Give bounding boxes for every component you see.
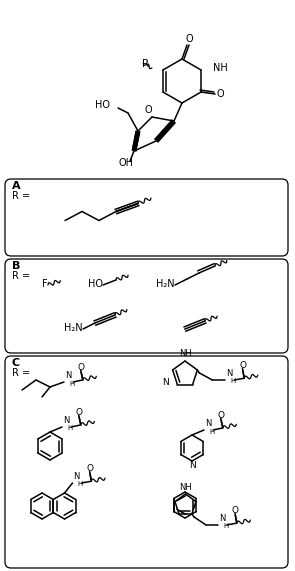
Text: R =: R = [12, 271, 30, 281]
Text: N: N [65, 371, 71, 380]
Text: O: O [144, 105, 152, 115]
Text: O: O [216, 89, 224, 99]
Text: N: N [73, 472, 80, 481]
Text: H: H [78, 481, 83, 488]
Text: H₂N: H₂N [156, 279, 175, 289]
Text: H: H [67, 425, 72, 432]
Text: H: H [69, 380, 74, 387]
Text: A: A [12, 181, 21, 191]
Text: O: O [86, 464, 94, 473]
Text: NH: NH [179, 484, 192, 493]
Text: H: H [230, 379, 236, 384]
Text: B: B [12, 261, 20, 271]
Text: N: N [63, 416, 69, 425]
Text: F: F [42, 279, 48, 289]
Text: HO: HO [88, 279, 103, 289]
Text: R =: R = [12, 368, 30, 378]
Text: O: O [218, 411, 224, 420]
Text: R =: R = [12, 191, 30, 201]
Text: N: N [219, 514, 225, 523]
Text: O: O [185, 34, 193, 44]
Text: R: R [142, 59, 149, 69]
Text: NH: NH [179, 349, 191, 359]
Text: OH: OH [119, 158, 134, 168]
Text: N: N [205, 419, 212, 428]
Text: H: H [209, 428, 214, 435]
Text: C: C [12, 358, 20, 368]
Text: N: N [189, 461, 195, 471]
Text: N: N [226, 369, 233, 378]
Text: HO: HO [95, 100, 110, 110]
Text: N: N [163, 378, 169, 387]
Text: O: O [78, 363, 85, 372]
Text: H: H [223, 524, 228, 529]
Text: NH: NH [213, 63, 228, 73]
Text: H₂N: H₂N [64, 323, 83, 333]
Text: O: O [239, 361, 246, 370]
Text: O: O [232, 506, 239, 515]
Text: O: O [76, 408, 83, 417]
